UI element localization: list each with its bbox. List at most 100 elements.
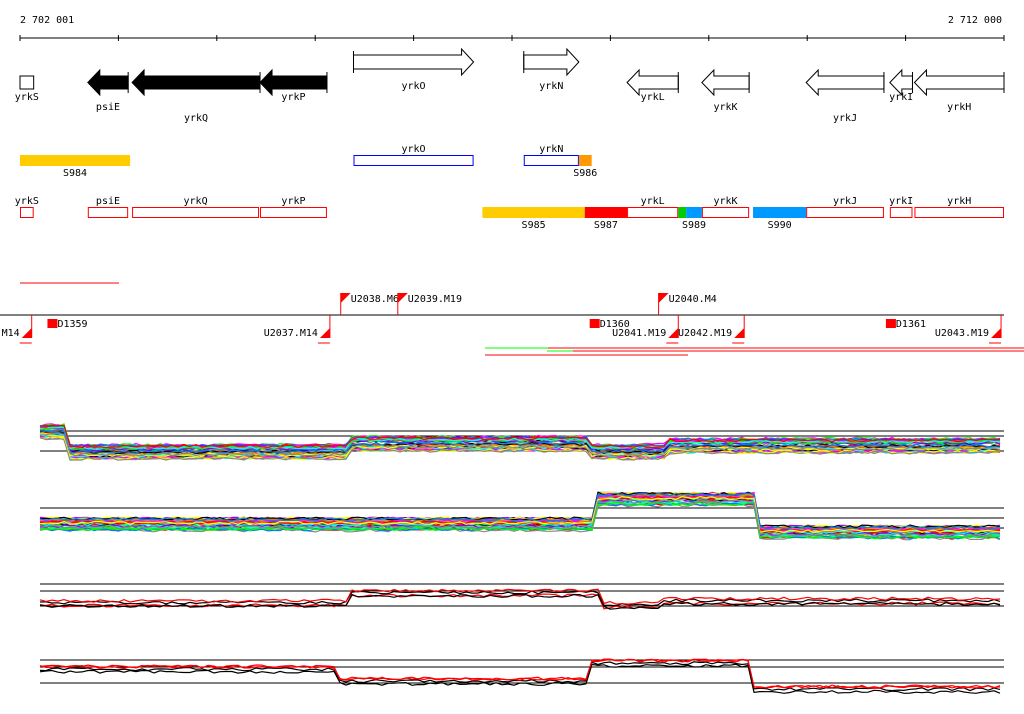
feature-yrkI (889, 207, 913, 218)
gene-label: yrkQ (184, 113, 208, 124)
feature-track-2: S984 yrkO yrkN S986 (20, 144, 597, 179)
feature-label: yrkS (15, 196, 39, 207)
feature-S987 (584, 207, 628, 218)
site-label: U2041.M19 (612, 328, 666, 339)
feature-yrkS (20, 207, 34, 218)
gene-label: yrkL (641, 92, 665, 103)
site-box (885, 319, 896, 328)
feature-track-3: yrkS psiE yrkQ yrkP S985 S987 yrkL S989 yrkK S990… (15, 196, 1004, 231)
expression-trace (39, 430, 1001, 454)
site-flag (668, 328, 679, 338)
site-track: .M14 D1359 U2037.M14 U2038.M6 U2039.M19 D1360… (0, 282, 1024, 356)
site-flag (21, 328, 32, 338)
feature-S989 (686, 207, 702, 218)
expression-trace (39, 658, 1001, 689)
site-label: D1359 (57, 319, 87, 330)
site-label: U2037.M14 (264, 328, 318, 339)
gene-arrow-yrkH (913, 68, 1005, 97)
gene-arrow-psiE (87, 68, 129, 97)
expression-trace (39, 593, 1001, 610)
feature-psiE (87, 207, 129, 218)
feature-yrkL (627, 207, 679, 218)
feature-label: yrkJ (833, 196, 857, 207)
site-box (589, 319, 600, 328)
expression-panels (39, 423, 1004, 694)
feature-yrkP (260, 207, 327, 218)
gene-label: yrkK (713, 102, 737, 113)
expression-trace (39, 436, 1001, 461)
site-label: D1360 (600, 319, 630, 330)
ruler-start-label: 2 702 001 (20, 15, 74, 26)
gene-arrow-yrkO (353, 47, 475, 77)
feature-label: S987 (594, 220, 618, 231)
feature-label: S985 (522, 220, 546, 231)
feature-segment (678, 207, 687, 218)
site-label: U2038.M6 (351, 294, 399, 305)
gene-arrow-yrkQ (131, 68, 261, 97)
site-flag (734, 328, 745, 338)
gene-label: yrkH (947, 102, 971, 113)
site-box (47, 319, 58, 328)
feature-label: psiE (96, 196, 120, 207)
site-flag (319, 328, 330, 338)
expression-trace (39, 658, 1001, 689)
feature-label: yrkQ (184, 196, 208, 207)
site-label: U2039.M19 (408, 294, 462, 305)
expression-trace (39, 590, 1001, 607)
expression-trace (39, 663, 1001, 694)
feature-label: yrkK (713, 196, 737, 207)
site-label: U2040.M4 (669, 294, 717, 305)
position-ruler (19, 35, 1005, 41)
gene-label: yrkO (401, 81, 425, 92)
feature-S986 (578, 155, 592, 166)
feature-yrkO (353, 155, 474, 166)
feature-yrkH (914, 207, 1004, 218)
feature-yrkJ (806, 207, 884, 218)
gene-track: yrkS psiE yrkQ yrkP yrkO yrkN yrkL yrkK yrkJ yrkI… (15, 47, 1005, 124)
feature-yrkQ (132, 207, 260, 218)
feature-label: yrkI (889, 196, 913, 207)
feature-label: S986 (573, 168, 597, 179)
feature-label: S990 (768, 220, 792, 231)
site-label: U2043.M19 (935, 328, 989, 339)
site-label: D1361 (896, 319, 926, 330)
expression-trace (39, 437, 1001, 461)
site-flag (340, 293, 351, 303)
feature-S985 (482, 207, 585, 218)
gene-arrow-yrkK (701, 68, 750, 97)
gene-arrow-yrkJ (805, 68, 885, 97)
expression-trace (39, 593, 1001, 610)
ruler-end-label: 2 712 000 (948, 15, 1002, 26)
gene-label: yrkI (889, 92, 913, 103)
expression-trace (39, 492, 1001, 530)
feature-label: yrkP (281, 196, 305, 207)
feature-label: S984 (63, 168, 87, 179)
feature-yrkK (701, 207, 750, 218)
gene-label: yrkJ (833, 113, 857, 124)
expression-trace (40, 432, 1001, 457)
gene-label: yrkN (539, 81, 563, 92)
gene-label: yrkP (281, 92, 305, 103)
site-flag (658, 293, 669, 303)
site-flag (397, 293, 408, 303)
site-label: .M14 (0, 328, 20, 339)
feature-label: yrkN (539, 144, 563, 155)
feature-yrkN (523, 155, 579, 166)
gene-label: psiE (96, 102, 120, 113)
feature-S984 (20, 155, 131, 166)
expression-trace (39, 588, 1001, 605)
feature-label: yrkL (641, 196, 665, 207)
expression-trace (40, 424, 1001, 449)
expression-trace (39, 501, 1001, 539)
gene-arrow-yrkN (523, 47, 580, 77)
feature-label: yrkO (401, 144, 425, 155)
expression-trace (39, 426, 1001, 450)
site-flag (991, 328, 1002, 338)
feature-label: S989 (682, 220, 706, 231)
expression-trace (39, 495, 1001, 534)
feature-S990 (753, 207, 807, 218)
gene-yrkS (19, 75, 35, 90)
site-label: U2042.M19 (678, 328, 732, 339)
feature-label: yrkH (947, 196, 971, 207)
